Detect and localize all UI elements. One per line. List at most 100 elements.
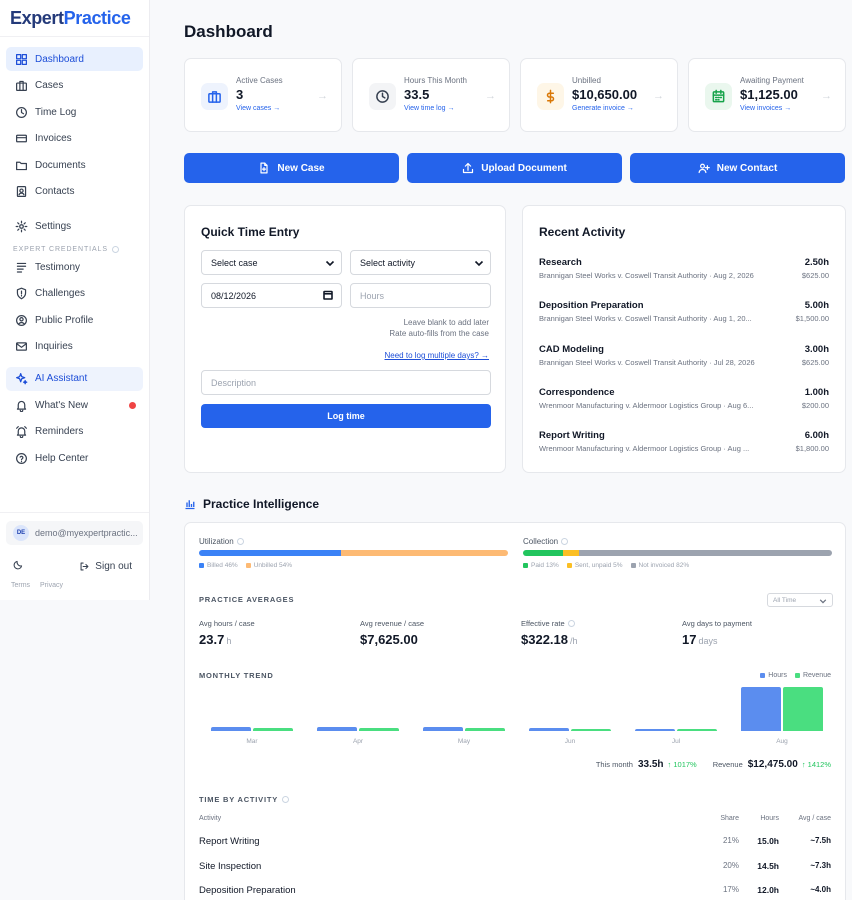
date-input[interactable]: 08/12/2026 xyxy=(201,283,342,308)
hours-input[interactable]: Hours xyxy=(350,283,491,308)
sign-out-button[interactable]: Sign out xyxy=(79,561,132,572)
activity-hours: 6.00h xyxy=(804,430,829,441)
description-input[interactable]: Description xyxy=(201,370,491,395)
bar-revenue-jul[interactable] xyxy=(677,729,717,731)
bar-hours-jul[interactable] xyxy=(635,729,675,731)
activity-item[interactable]: CAD Modeling Brannigan Steel Works v. Co… xyxy=(539,344,829,374)
activity-amount: $1,500.00 xyxy=(795,314,829,323)
bar-revenue-may[interactable] xyxy=(465,727,505,731)
chevron-down-icon xyxy=(474,258,484,270)
sidebar-item-invoices[interactable]: Invoices xyxy=(6,127,143,151)
info-icon[interactable] xyxy=(561,538,569,545)
cell-avg: ~7.3h xyxy=(810,861,831,870)
moon-icon[interactable] xyxy=(13,559,24,573)
stat-card-unbilled[interactable]: Unbilled $10,650.00 Generate invoice → → xyxy=(520,58,678,132)
activity-item[interactable]: Deposition Preparation Brannigan Steel W… xyxy=(539,300,829,330)
bar-hours-may[interactable] xyxy=(423,726,463,731)
bar-revenue-mar[interactable] xyxy=(253,728,293,731)
cell-avg: ~4.0h xyxy=(810,885,831,894)
new-case-button[interactable]: New Case xyxy=(184,153,399,183)
generate-invoice-link[interactable]: Generate invoice → xyxy=(572,105,634,112)
bar-revenue-apr[interactable] xyxy=(359,728,399,731)
activity-title: Correspondence xyxy=(539,387,615,398)
info-icon[interactable] xyxy=(282,796,290,803)
sidebar-item-challenges[interactable]: Challenges xyxy=(6,282,143,306)
sidebar-item-inquiries[interactable]: Inquiries xyxy=(6,335,143,359)
sidebar-item-dashboard[interactable]: Dashboard xyxy=(6,47,143,71)
bar-revenue-aug[interactable] xyxy=(783,687,823,731)
description-placeholder: Description xyxy=(211,377,257,388)
sidebar-item-cases[interactable]: Cases xyxy=(6,74,143,98)
sidebar-item-testimony[interactable]: Testimony xyxy=(6,255,143,279)
activity-item[interactable]: Report Writing Wrenmoor Manufacturing v.… xyxy=(539,430,829,460)
utilization-billed-segment xyxy=(199,550,342,556)
user-menu[interactable]: DE demo@myexpertpractic... xyxy=(6,521,143,545)
bar-hours-mar[interactable] xyxy=(211,727,251,731)
info-icon[interactable] xyxy=(567,620,575,627)
bar-hours-jun[interactable] xyxy=(529,728,569,731)
activity-title: Report Writing xyxy=(539,430,605,441)
effective-rate: Effective rate $322.18/h xyxy=(521,619,671,647)
activity-title: Deposition Preparation xyxy=(539,300,644,311)
avg-value: $322.18 xyxy=(521,632,568,647)
footer-controls: Sign out xyxy=(0,559,149,573)
view-cases-link[interactable]: View cases → xyxy=(236,105,281,112)
log-time-button[interactable]: Log time xyxy=(201,404,491,428)
activity-item[interactable]: Research Brannigan Steel Works v. Coswel… xyxy=(539,257,829,287)
table-row[interactable]: Report Writing 21% 15.0h ~7.5h xyxy=(199,836,831,850)
time-range-select[interactable]: All Time xyxy=(767,593,833,607)
practice-intelligence-card: Utilization Billed 46% Unbilled 54% Coll… xyxy=(184,522,846,900)
stat-card-active-cases[interactable]: Active Cases 3 View cases → → xyxy=(184,58,342,132)
stat-card-hours-this-month[interactable]: Hours This Month 33.5 View time log → → xyxy=(352,58,510,132)
logo[interactable]: ExpertPractice xyxy=(0,0,149,37)
sidebar-item-public-profile[interactable]: Public Profile xyxy=(6,308,143,332)
bar-revenue-jun[interactable] xyxy=(571,729,611,731)
upload-document-button[interactable]: Upload Document xyxy=(407,153,622,183)
view-invoices-link[interactable]: View invoices → xyxy=(740,105,792,112)
sidebar-item-ai-assistant[interactable]: AI Assistant xyxy=(6,366,143,391)
sidebar-item-label: Settings xyxy=(35,221,72,233)
calendar-icon[interactable] xyxy=(323,290,333,302)
case-select[interactable]: Select case xyxy=(201,250,342,275)
sidebar-item-label: Testimony xyxy=(35,261,81,273)
revenue-label: Revenue xyxy=(712,760,743,769)
activity-title: CAD Modeling xyxy=(539,344,604,355)
sidebar-item-time-log[interactable]: Time Log xyxy=(6,100,143,124)
upload-document-label: Upload Document xyxy=(481,162,567,174)
help-icon xyxy=(14,451,28,465)
activity-select[interactable]: Select activity xyxy=(350,250,491,275)
info-icon[interactable] xyxy=(236,538,244,545)
activity-amount: $625.00 xyxy=(801,271,829,280)
monthly-trend-chart: Mar Apr May Jun Jul Aug xyxy=(199,683,835,745)
sidebar-item-contacts[interactable]: Contacts xyxy=(6,180,143,204)
x-tick-label: Jun xyxy=(564,738,576,745)
new-contact-button[interactable]: New Contact xyxy=(630,153,845,183)
bar-hours-apr[interactable] xyxy=(317,726,357,731)
sidebar-item-documents[interactable]: Documents xyxy=(6,153,143,177)
sidebar-item-whats-new[interactable]: What's New xyxy=(6,393,143,417)
sidebar-item-reminders[interactable]: Reminders xyxy=(6,420,143,444)
terms-link[interactable]: Terms xyxy=(11,582,31,589)
bar-hours-aug[interactable] xyxy=(741,687,781,731)
stat-body: Hours This Month 33.5 View time log → xyxy=(404,72,467,112)
activity-amount: $625.00 xyxy=(801,358,829,367)
card-icon xyxy=(14,132,28,146)
stat-card-awaiting-payment[interactable]: Awaiting Payment $1,125.00 View invoices… xyxy=(688,58,846,132)
stat-label: Awaiting Payment xyxy=(740,76,804,85)
main-nav: Dashboard Cases Time Log Invoices Docume… xyxy=(0,37,149,470)
sidebar-item-help-center[interactable]: Help Center xyxy=(6,446,143,470)
x-tick-label: May xyxy=(457,738,471,745)
avg-value: $7,625.00 xyxy=(360,632,418,647)
avg-label: Avg days to payment xyxy=(682,619,752,628)
log-multiple-days-link[interactable]: Need to log multiple days? → xyxy=(384,351,490,360)
sidebar-item-settings[interactable]: Settings xyxy=(6,215,143,239)
activity-item[interactable]: Correspondence Wrenmoor Manufacturing v.… xyxy=(539,387,829,417)
privacy-link[interactable]: Privacy xyxy=(40,582,63,589)
briefcase-icon xyxy=(201,83,228,110)
info-icon[interactable] xyxy=(111,246,119,254)
table-row[interactable]: Site Inspection 20% 14.5h ~7.3h xyxy=(199,861,831,875)
cell-activity: Report Writing xyxy=(199,836,260,847)
table-row[interactable]: Deposition Preparation 17% 12.0h ~4.0h xyxy=(199,885,831,899)
revenue-change: ↑ 1412% xyxy=(801,760,831,769)
view-time-log-link[interactable]: View time log → xyxy=(404,105,455,112)
